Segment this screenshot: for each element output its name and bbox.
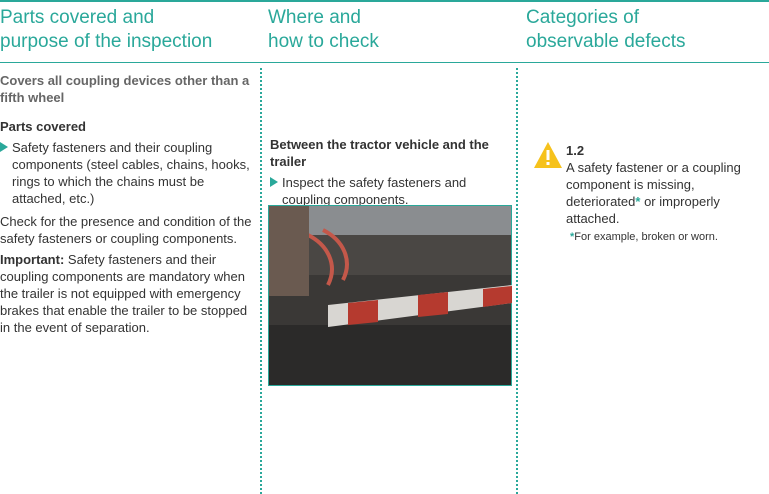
photo bbox=[268, 205, 512, 386]
header-line: Categories of bbox=[526, 7, 640, 28]
column-header: Parts covered and purpose of the inspect… bbox=[0, 6, 258, 54]
column-header: Where and how to check bbox=[268, 6, 512, 54]
header-line: observable defects bbox=[526, 31, 686, 52]
note-text: For example, broken or worn. bbox=[574, 231, 718, 243]
heading: Between the tractor vehicle and the trai… bbox=[270, 137, 489, 169]
heading: Parts covered bbox=[0, 119, 86, 134]
header-line: purpose of the inspection bbox=[0, 31, 213, 52]
asterisk: * bbox=[635, 194, 641, 209]
defect-text-part: or improperly attached. bbox=[566, 194, 720, 226]
column-separator bbox=[516, 68, 518, 494]
asterisk: * bbox=[570, 231, 575, 243]
column-header: Categories of observable defects bbox=[526, 6, 769, 54]
where-column: Between the tractor vehicle and the trai… bbox=[270, 136, 510, 214]
parts-column: Covers all coupling devices other than a… bbox=[0, 72, 252, 340]
paragraph: Check for the presence and condition of … bbox=[0, 214, 252, 246]
column-separator bbox=[260, 68, 262, 494]
header-line: Parts covered and bbox=[0, 7, 155, 28]
bullet-item: Safety fasteners and their coupling comp… bbox=[0, 139, 252, 207]
intro: Covers all coupling devices other than a… bbox=[0, 73, 250, 105]
defect-code: 1.2 bbox=[566, 143, 585, 158]
important-paragraph: Important: Safety fasteners and their co… bbox=[0, 251, 252, 336]
warning-icon bbox=[534, 142, 562, 168]
bullet-item: Inspect the safety fasteners and couplin… bbox=[270, 174, 510, 208]
header-line: Where and bbox=[268, 7, 361, 28]
important-text: Safety fasteners and their coupling comp… bbox=[0, 252, 248, 335]
header-rule bbox=[0, 62, 769, 63]
header-line: how to check bbox=[268, 31, 379, 52]
important-label: Important: bbox=[0, 252, 65, 267]
defect-note: *For example, broken or worn. bbox=[566, 230, 761, 244]
top-rule bbox=[0, 0, 769, 2]
defect-text-part: A safety fastener or a coupling componen… bbox=[566, 160, 741, 209]
defect-column: 1.2 A safety fastener or a coupling comp… bbox=[566, 142, 761, 244]
defect-text: A safety fastener or a coupling componen… bbox=[566, 159, 761, 227]
